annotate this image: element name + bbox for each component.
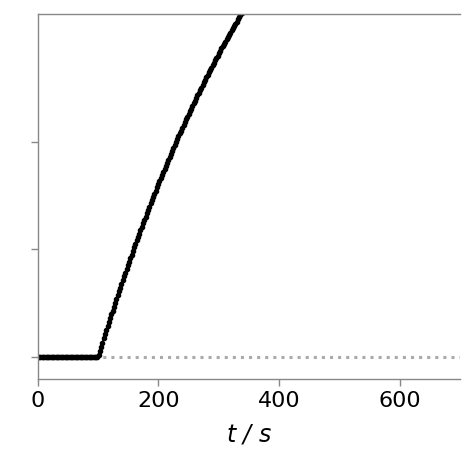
X-axis label: $t$ / s: $t$ / s <box>226 422 272 446</box>
